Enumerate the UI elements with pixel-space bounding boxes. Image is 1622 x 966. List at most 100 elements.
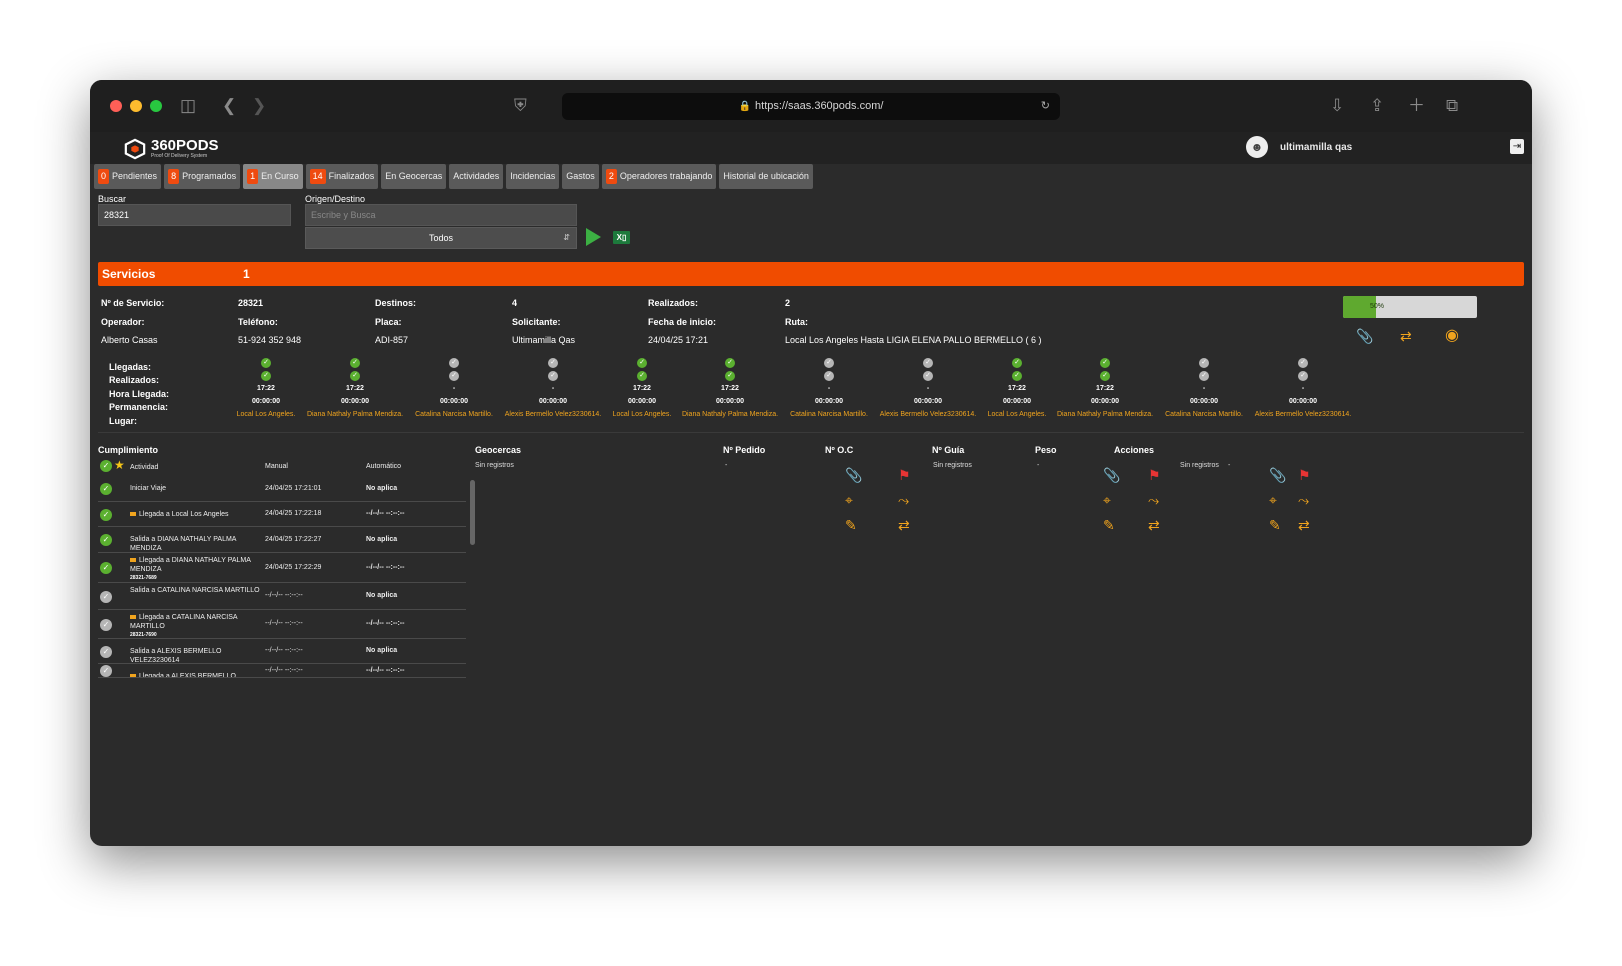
flag-icon[interactable]: ⚑ — [898, 467, 911, 483]
col-manual: Manual — [265, 463, 288, 470]
status-select[interactable]: Todos ⇵ — [305, 227, 577, 249]
activity-row: ✓ Salida a ALEXIS BERMELLO VELEZ3230614 --… — [98, 639, 466, 664]
flag-icon — [130, 615, 136, 620]
guia-title: Nº Guía — [932, 445, 965, 455]
stop-column: ✓ ✓ 17:22 00:00:00 Local Los Angeles. — [592, 358, 692, 421]
stay-time: 00:00:00 — [715, 398, 745, 405]
paperclip-icon[interactable]: 📎 — [1269, 467, 1287, 483]
start-date-value: 24/04/25 17:21 — [648, 335, 709, 345]
location-pin-icon[interactable]: ⌖ — [845, 492, 853, 508]
tab-gastos[interactable]: Gastos — [562, 164, 599, 189]
done-check-icon: ✓ — [1100, 371, 1110, 381]
paperclip-icon[interactable]: 📎 — [1356, 328, 1374, 344]
stay-time: 00:00:00 — [439, 398, 469, 405]
tab-programados[interactable]: 8 Programados — [164, 164, 241, 189]
oc-title: Nº O.C — [825, 445, 854, 455]
activity-row: ✓ Llegada a CATALINA NARCISA MARTILLO 2832… — [98, 610, 466, 639]
sidebar-toggle-icon[interactable]: ◫ — [180, 96, 197, 115]
new-tab-icon[interactable]: ＋ — [1408, 96, 1425, 115]
route-icon[interactable]: ⤳ — [898, 492, 910, 508]
paperclip-icon[interactable]: 📎 — [1103, 467, 1121, 483]
eye-icon[interactable]: ◉ — [1445, 327, 1459, 344]
manual-time: 24/04/25 17:22:18 — [265, 510, 322, 517]
cumplimiento-header: ✓ ★ Actividad Manual Automático — [98, 458, 466, 476]
location-pin-icon[interactable]: ⌖ — [1103, 492, 1111, 508]
stop-column: ✓ ✓ - 00:00:00 Alexis Bermello Velez3230614. — [1253, 358, 1353, 421]
location-pin-icon[interactable]: ⌖ — [1269, 492, 1277, 508]
flag-icon[interactable]: ⚑ — [1148, 467, 1161, 483]
tab-badge: 8 — [168, 169, 180, 184]
status-check-icon: ✓ — [100, 562, 112, 574]
tab-en-curso[interactable]: 1 En Curso — [243, 164, 303, 189]
tab-actividades[interactable]: Actividades — [449, 164, 504, 189]
edit-icon[interactable]: ✎ — [845, 517, 857, 533]
tab-overview-icon[interactable]: ⧉ — [1446, 96, 1459, 115]
status-select-value: Todos — [428, 233, 454, 243]
transfer-icon[interactable]: ⇄ — [898, 517, 910, 533]
tab-en-geocercas[interactable]: En Geocercas — [381, 164, 447, 189]
logout-icon[interactable]: ⇥ — [1510, 139, 1524, 154]
search-input[interactable]: 28321 — [98, 204, 291, 226]
tab-pendientes[interactable]: 0 Pendientes — [94, 164, 162, 189]
share-icon[interactable]: ⇪ — [1370, 96, 1385, 115]
star-icon[interactable]: ★ — [114, 458, 125, 472]
arrival-hour: - — [827, 385, 831, 392]
done-check-icon: ✓ — [1012, 371, 1022, 381]
edit-icon[interactable]: ✎ — [1103, 517, 1115, 533]
forward-icon[interactable]: ❯ — [252, 96, 267, 115]
arrival-check-icon: ✓ — [261, 358, 271, 368]
peso-value: - — [1037, 462, 1040, 469]
logo[interactable]: 360PODS Proof Of Delivery System — [124, 138, 219, 160]
transfer-icon[interactable]: ⇄ — [1298, 517, 1310, 533]
edit-icon[interactable]: ✎ — [1269, 517, 1281, 533]
reload-icon[interactable]: ↻ — [1040, 100, 1050, 112]
place-name: Alexis Bermello Velez3230614. — [504, 411, 602, 418]
flag-icon — [130, 512, 136, 517]
tab-incidencias[interactable]: Incidencias — [506, 164, 560, 189]
tab-historial-de-ubicaci-n[interactable]: Historial de ubicación — [719, 164, 813, 189]
back-icon[interactable]: ❮ — [222, 96, 237, 115]
origin-input[interactable]: Escribe y Busca — [305, 204, 577, 226]
maximize-window-button[interactable] — [150, 100, 162, 112]
place-name: Catalina Narcisa Martillo. — [415, 411, 493, 418]
services-title: Servicios — [102, 267, 156, 281]
tab-operadores-trabajando[interactable]: 2 Operadores trabajando — [601, 164, 717, 189]
status-check-icon: ✓ — [100, 618, 112, 631]
user-name: ultimamilla qas — [1280, 141, 1353, 153]
done-value: 2 — [785, 298, 791, 308]
play-icon[interactable] — [586, 228, 601, 246]
user-menu[interactable]: ☻ ultimamilla qas — [1246, 136, 1352, 158]
route-icon[interactable]: ⤳ — [1298, 492, 1310, 508]
excel-export-icon[interactable]: X▯ — [613, 231, 630, 244]
arrival-hour: 17:22 — [1008, 385, 1026, 392]
flag-icon — [130, 558, 136, 563]
col-activity: Actividad — [130, 464, 159, 471]
scrollbar[interactable] — [470, 480, 475, 545]
place-name: Diana Nathaly Palma Mendiza. — [681, 411, 779, 418]
tab-label: Finalizados — [328, 171, 375, 181]
acciones-title: Acciones — [1114, 445, 1155, 455]
download-icon[interactable]: ⇩ — [1330, 96, 1345, 115]
close-window-button[interactable] — [110, 100, 122, 112]
activity-row: ✓ Salida a CATALINA NARCISA MARTILLO --/--… — [98, 583, 466, 610]
shield-icon[interactable]: ⛨ — [514, 96, 527, 115]
arrival-hour: - — [1202, 385, 1206, 392]
minimize-window-button[interactable] — [130, 100, 142, 112]
address-bar[interactable]: 🔒 https://saas.360pods.com/ ↻ — [562, 93, 1060, 120]
flag-icon[interactable]: ⚑ — [1298, 467, 1311, 483]
transfer-icon[interactable]: ⇄ — [1148, 517, 1160, 533]
route-icon[interactable]: ⇄ — [1400, 328, 1412, 344]
service-number-value: 28321 — [238, 298, 264, 308]
route-icon[interactable]: ⤳ — [1148, 492, 1160, 508]
tab-finalizados[interactable]: 14 Finalizados — [305, 164, 379, 189]
check-all-icon[interactable]: ✓ — [100, 460, 112, 472]
paperclip-icon[interactable]: 📎 — [845, 467, 863, 483]
activity-code: 28321-7690 — [130, 632, 157, 638]
tab-label: Incidencias — [510, 171, 556, 181]
stay-time: 00:00:00 — [1090, 398, 1120, 405]
status-check-icon: ✓ — [100, 508, 112, 521]
pedido-title: Nº Pedido — [723, 445, 766, 455]
stay-time: 00:00:00 — [627, 398, 657, 405]
peso-title: Peso — [1035, 445, 1057, 455]
acciones-dash: - — [1228, 462, 1231, 469]
